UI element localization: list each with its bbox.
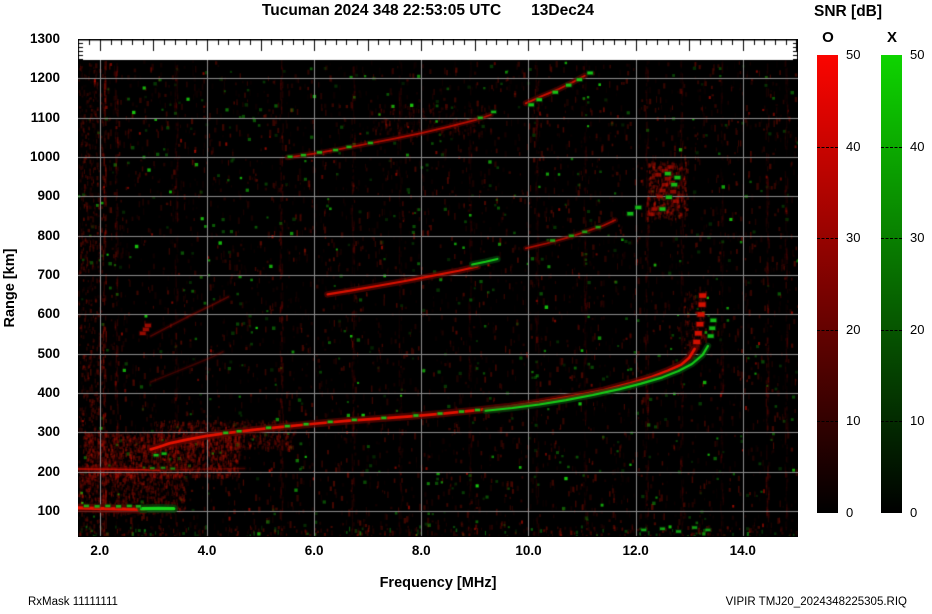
x-tick-label: 2.0 xyxy=(90,543,110,558)
colorbar-dash xyxy=(817,238,838,240)
colorbar-tick-label: 10 xyxy=(846,413,861,429)
colorbar-tick-label: 30 xyxy=(846,230,861,246)
colorbar-dash xyxy=(817,146,838,148)
y-tick-label: 200 xyxy=(37,463,60,479)
y-tick-label: 1000 xyxy=(29,149,60,165)
x-tick-label: 12.0 xyxy=(622,543,649,558)
y-tick-label: 500 xyxy=(37,345,60,361)
y-tick-label: 700 xyxy=(37,267,60,283)
colorbar-dash xyxy=(817,329,838,331)
colorbar-dash xyxy=(881,146,902,148)
x-mode-label: X xyxy=(886,29,897,46)
y-tick-label: 1100 xyxy=(30,109,60,125)
colorbar-dash xyxy=(881,421,902,423)
y-tick-label: 400 xyxy=(37,385,60,401)
colorbar-tick-label: 50 xyxy=(910,47,925,62)
plot-title: Tucuman 2024 348 22:53:05 UTC 13Dec24 xyxy=(78,2,778,20)
colorbar-tick-label: 40 xyxy=(910,138,925,154)
x-tick-label: 6.0 xyxy=(304,543,324,558)
colorbar-tick-label: 50 xyxy=(846,47,861,62)
ionogram-plot-canvas xyxy=(78,39,798,537)
x-axis-label: Frequency [MHz] xyxy=(379,575,497,591)
y-tick-label: 300 xyxy=(37,424,60,440)
colorbar-tick-label: 0 xyxy=(846,505,854,520)
x-tick-label: 4.0 xyxy=(197,543,217,558)
y-tick-label: 900 xyxy=(37,188,60,204)
x-tick-label: 10.0 xyxy=(515,543,542,558)
x-tick-label: 14.0 xyxy=(729,543,756,558)
y-tick-label: 100 xyxy=(37,503,60,519)
x-tick-label: 8.0 xyxy=(411,543,431,558)
colorbar-dash xyxy=(881,238,902,240)
source-file-text: VIPIR TMJ20_2024348225305.RIQ xyxy=(725,596,907,608)
title-date: 13Dec24 xyxy=(531,2,595,19)
y-tick-label: 1300 xyxy=(29,31,60,47)
colorbar-tick-label: 0 xyxy=(910,505,918,520)
y-tick-label: 800 xyxy=(37,227,60,243)
colorbar-title: SNR [dB] xyxy=(814,3,883,20)
colorbar-tick-label: 20 xyxy=(910,321,925,337)
o-mode-label: O xyxy=(822,29,834,46)
x-colorbar xyxy=(881,55,902,513)
y-tick-label: 600 xyxy=(37,306,60,322)
colorbar-tick-label: 10 xyxy=(910,413,925,429)
colorbar-dash xyxy=(881,329,902,331)
colorbar-tick-label: 40 xyxy=(846,138,861,154)
rxmask-text: RxMask 11111111 xyxy=(28,596,118,608)
title-station-time: Tucuman 2024 348 22:53:05 UTC xyxy=(261,2,502,19)
colorbar-dash xyxy=(817,421,838,423)
colorbar-tick-label: 20 xyxy=(846,321,861,337)
colorbar-tick-label: 30 xyxy=(910,230,925,246)
o-colorbar xyxy=(817,55,838,513)
y-tick-label: 1200 xyxy=(29,70,60,86)
